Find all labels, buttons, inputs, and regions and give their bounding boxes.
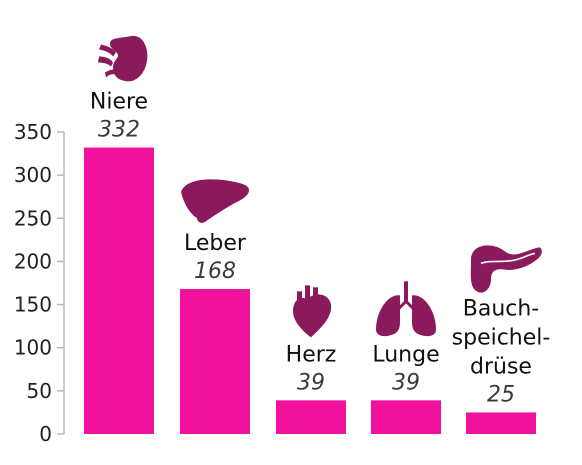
kidney-icon xyxy=(98,35,148,82)
y-tick-label: 250 xyxy=(14,206,52,230)
value-label: 168 xyxy=(194,259,236,284)
lungs-icon xyxy=(376,281,436,337)
bars xyxy=(84,147,536,434)
bar xyxy=(466,412,536,434)
value-label: 332 xyxy=(98,118,140,143)
bar xyxy=(180,289,250,434)
liver-icon xyxy=(181,179,249,223)
value-label: 39 xyxy=(392,370,420,395)
category-label: Leber xyxy=(184,231,247,256)
y-tick-label: 150 xyxy=(14,293,52,317)
bar xyxy=(84,147,154,434)
y-tick-label: 200 xyxy=(14,249,52,273)
y-tick-label: 0 xyxy=(39,422,52,446)
bar-labels: 332 Niere 168 Leber 39 Herz 39 Lunge 25 Bauch-spe… xyxy=(90,90,550,408)
y-tick-label: 300 xyxy=(14,163,52,187)
bar xyxy=(371,400,441,434)
y-tick-label: 50 xyxy=(27,379,52,403)
category-label: Niere xyxy=(90,90,148,115)
bar xyxy=(276,400,346,434)
organ-icons xyxy=(98,35,542,338)
category-label: Lunge xyxy=(372,342,439,367)
category-label: speichel- xyxy=(452,325,551,350)
category-label: Bauch- xyxy=(463,296,540,321)
category-label: drüse xyxy=(470,354,532,379)
pancreas-icon xyxy=(470,245,542,293)
value-label: 25 xyxy=(487,382,515,407)
value-label: 39 xyxy=(297,370,325,395)
y-tick-label: 350 xyxy=(14,120,52,144)
heart-icon xyxy=(293,285,332,338)
category-label: Herz xyxy=(286,342,337,367)
y-tick-label: 100 xyxy=(14,336,52,360)
y-axis: 0 50 100 150 200 250 300 350 xyxy=(14,120,65,446)
